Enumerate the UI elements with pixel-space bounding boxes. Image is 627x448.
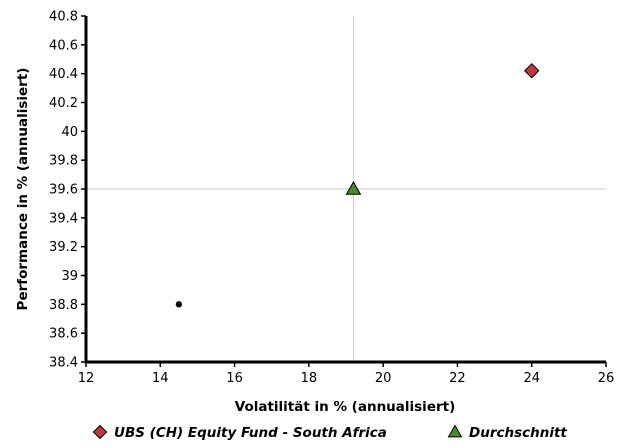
y-tick-label: 38.8: [49, 298, 78, 313]
y-tick-label: 39.8: [49, 154, 78, 169]
legend: UBS (CH) Equity Fund - South Africa Durch…: [92, 424, 567, 441]
y-tick-label: 39.6: [49, 183, 78, 198]
y-tick-label: 40.6: [49, 38, 78, 53]
x-axis-ticks: 12 14 16 18 20 22 24 26: [78, 362, 615, 386]
x-tick-label: 20: [375, 371, 392, 386]
x-tick-label: 22: [449, 371, 466, 386]
x-tick-label: 24: [523, 371, 540, 386]
x-tick-label: 16: [226, 371, 243, 386]
x-tick-label: 14: [152, 371, 169, 386]
x-axis-title: Volatilität in % (annualisiert): [235, 399, 456, 415]
triangle-point: [345, 180, 362, 195]
y-tick-label: 39.4: [49, 211, 78, 226]
y-axis-ticks: 38.4 38.6 38.8 39 39.2 39.4 39.6 39.8 40 40.2 40.4…: [49, 10, 86, 371]
legend-diamond-icon: [92, 424, 108, 440]
y-tick-label: 38.4: [49, 356, 78, 371]
diamond-point: [524, 63, 540, 79]
x-tick-label: 18: [301, 371, 318, 386]
y-tick-label: 40: [61, 125, 78, 140]
y-tick-label: 40.4: [49, 67, 78, 82]
dot-point: [175, 301, 183, 308]
legend-label: Durchschnitt: [469, 425, 567, 441]
data-points: [175, 63, 540, 308]
legend-item: Durchschnitt: [447, 424, 567, 441]
legend-label: UBS (CH) Equity Fund - South Africa: [114, 425, 387, 441]
y-tick-label: 39.2: [49, 240, 78, 255]
y-axis-title: Performance in % (annualisiert): [15, 68, 31, 311]
x-tick-label: 26: [598, 371, 615, 386]
x-tick-label: 12: [78, 371, 95, 386]
legend-triangle-icon: [447, 424, 463, 438]
legend-item: UBS (CH) Equity Fund - South Africa: [92, 424, 387, 441]
y-tick-label: 38.6: [49, 327, 78, 342]
y-tick-label: 40.2: [49, 96, 78, 111]
y-tick-label: 40.8: [49, 10, 78, 25]
y-tick-label: 39: [61, 269, 78, 284]
